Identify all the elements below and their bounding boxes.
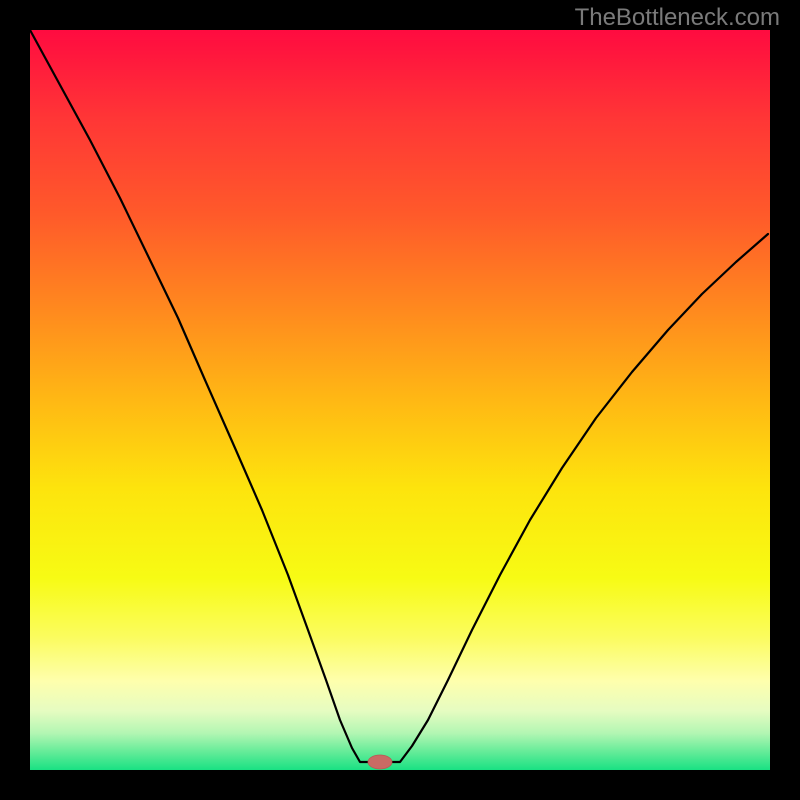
watermark-text: TheBottleneck.com xyxy=(575,4,780,32)
chart-frame: TheBottleneck.com xyxy=(0,0,800,800)
plot-background xyxy=(30,30,770,770)
minimum-marker xyxy=(368,755,392,769)
chart-svg xyxy=(0,0,800,800)
